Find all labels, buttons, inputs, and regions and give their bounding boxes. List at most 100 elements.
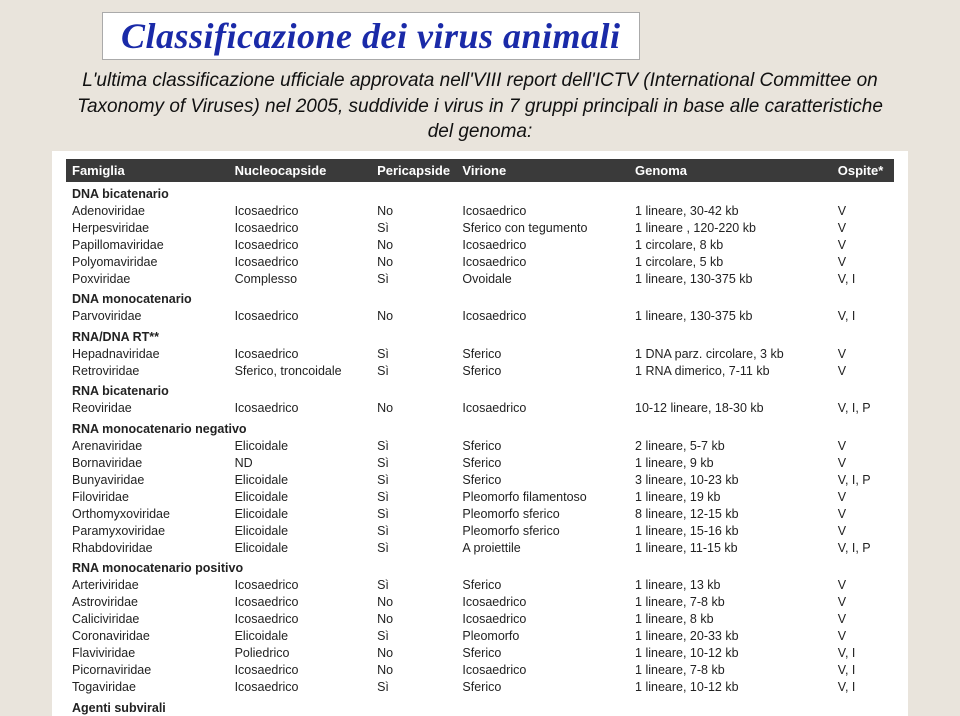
table-cell: Sì xyxy=(371,488,456,505)
table-cell: Elicoidale xyxy=(229,505,372,522)
table-cell: V xyxy=(832,522,894,539)
table-cell: Elicoidale xyxy=(229,539,372,556)
table-cell: 10-12 lineare, 18-30 kb xyxy=(629,400,832,417)
table-cell: V xyxy=(832,345,894,362)
table-cell: Elicoidale xyxy=(229,437,372,454)
table-cell: Ovoidale xyxy=(456,270,629,287)
table-cell: Sì xyxy=(371,522,456,539)
group-header: RNA bicatenario xyxy=(66,379,894,400)
table-row: ParamyxoviridaeElicoidaleSìPleomorfo sfe… xyxy=(66,522,894,539)
table-cell: V xyxy=(832,505,894,522)
table-cell: Icosaedrico xyxy=(229,662,372,679)
table-cell: Icosaedrico xyxy=(456,253,629,270)
table-cell: Sì xyxy=(371,437,456,454)
table-cell: Rhabdoviridae xyxy=(66,539,229,556)
table-cell: V, I, P xyxy=(832,539,894,556)
table-cell: No xyxy=(371,611,456,628)
table-cell: V, I xyxy=(832,662,894,679)
table-cell: Sì xyxy=(371,679,456,696)
table-cell: Icosaedrico xyxy=(229,400,372,417)
table-row: HepadnaviridaeIcosaedricoSìSferico1 DNA … xyxy=(66,345,894,362)
table-cell: 1 lineare, 11-15 kb xyxy=(629,539,832,556)
group-header: RNA/DNA RT** xyxy=(66,325,894,346)
table-cell: Sì xyxy=(371,345,456,362)
table-row: TogaviridaeIcosaedricoSìSferico1 lineare… xyxy=(66,679,894,696)
table-cell: Coronaviridae xyxy=(66,628,229,645)
table-cell: Elicoidale xyxy=(229,471,372,488)
table-row: FlaviviridaePoliedricoNoSferico1 lineare… xyxy=(66,645,894,662)
table-cell: Icosaedrico xyxy=(229,308,372,325)
table-row: HerpesviridaeIcosaedricoSìSferico con te… xyxy=(66,219,894,236)
table-cell: Icosaedrico xyxy=(229,253,372,270)
table-cell: Parvoviridae xyxy=(66,308,229,325)
table-cell: 1 circolare, 8 kb xyxy=(629,236,832,253)
table-row: ArteriviridaeIcosaedricoSìSferico1 linea… xyxy=(66,577,894,594)
table-cell: 1 lineare, 8 kb xyxy=(629,611,832,628)
table-cell: 1 lineare, 130-375 kb xyxy=(629,308,832,325)
group-header: RNA monocatenario negativo xyxy=(66,417,894,438)
table-cell: Adenoviridae xyxy=(66,202,229,219)
table-cell: Retroviridae xyxy=(66,362,229,379)
table-cell: V xyxy=(832,219,894,236)
table-row: RetroviridaeSferico, troncoidaleSìSferic… xyxy=(66,362,894,379)
table-cell: Elicoidale xyxy=(229,628,372,645)
table-cell: V xyxy=(832,577,894,594)
table-row: AdenoviridaeIcosaedricoNoIcosaedrico1 li… xyxy=(66,202,894,219)
table-cell: V xyxy=(832,611,894,628)
table-row: PolyomaviridaeIcosaedricoNoIcosaedrico1 … xyxy=(66,253,894,270)
table-row: AstroviridaeIcosaedricoNoIcosaedrico1 li… xyxy=(66,594,894,611)
table-cell: Paramyxoviridae xyxy=(66,522,229,539)
group-header: RNA monocatenario positivo xyxy=(66,556,894,577)
table-cell: Reoviridae xyxy=(66,400,229,417)
table-cell: 1 lineare, 10-12 kb xyxy=(629,679,832,696)
table-cell: Arteriviridae xyxy=(66,577,229,594)
col-pericapside: Pericapside xyxy=(371,159,456,182)
table-cell: V xyxy=(832,236,894,253)
table-cell: 1 lineare, 15-16 kb xyxy=(629,522,832,539)
table-cell: Icosaedrico xyxy=(229,236,372,253)
table-cell: V, I, P xyxy=(832,471,894,488)
table-cell: Icosaedrico xyxy=(229,594,372,611)
table-cell: V xyxy=(832,454,894,471)
table-cell: Poxviridae xyxy=(66,270,229,287)
table-row: PapillomaviridaeIcosaedricoNoIcosaedrico… xyxy=(66,236,894,253)
table-cell: Sì xyxy=(371,454,456,471)
table-cell: 3 lineare, 10-23 kb xyxy=(629,471,832,488)
group-label: DNA monocatenario xyxy=(66,287,894,308)
table-cell: Icosaedrico xyxy=(456,594,629,611)
table-cell: 1 lineare, 30-42 kb xyxy=(629,202,832,219)
table-cell: Hepadnaviridae xyxy=(66,345,229,362)
table-header-row: Famiglia Nucleocapside Pericapside Virio… xyxy=(66,159,894,182)
table-cell: 1 lineare, 20-33 kb xyxy=(629,628,832,645)
table-cell: 1 RNA dimerico, 7-11 kb xyxy=(629,362,832,379)
table-cell: Papillomaviridae xyxy=(66,236,229,253)
table-cell: Sferico xyxy=(456,437,629,454)
table-cell: Icosaedrico xyxy=(229,679,372,696)
table-cell: Icosaedrico xyxy=(456,236,629,253)
table-row: CaliciviridaeIcosaedricoNoIcosaedrico1 l… xyxy=(66,611,894,628)
table-cell: No xyxy=(371,308,456,325)
table-cell: Bornaviridae xyxy=(66,454,229,471)
table-cell: 1 lineare, 7-8 kb xyxy=(629,662,832,679)
table-cell: Sì xyxy=(371,577,456,594)
table-cell: Icosaedrico xyxy=(229,202,372,219)
group-label: DNA bicatenario xyxy=(66,182,894,203)
table-cell: V, I xyxy=(832,308,894,325)
col-nucleocapside: Nucleocapside xyxy=(229,159,372,182)
col-genoma: Genoma xyxy=(629,159,832,182)
table-cell: V xyxy=(832,202,894,219)
table-cell: Elicoidale xyxy=(229,488,372,505)
table-cell: Icosaedrico xyxy=(456,400,629,417)
table-cell: Arenaviridae xyxy=(66,437,229,454)
table-cell: No xyxy=(371,645,456,662)
group-label: RNA/DNA RT** xyxy=(66,325,894,346)
table-cell: Icosaedrico xyxy=(229,345,372,362)
table-cell: 1 lineare, 13 kb xyxy=(629,577,832,594)
table-cell: Orthomyxoviridae xyxy=(66,505,229,522)
table-cell: Sì xyxy=(371,628,456,645)
table-cell: Picornaviridae xyxy=(66,662,229,679)
table-row: BornaviridaeNDSìSferico1 lineare, 9 kbV xyxy=(66,454,894,471)
table-cell: Sferico xyxy=(456,679,629,696)
table-cell: 2 lineare, 5-7 kb xyxy=(629,437,832,454)
col-virione: Virione xyxy=(456,159,629,182)
